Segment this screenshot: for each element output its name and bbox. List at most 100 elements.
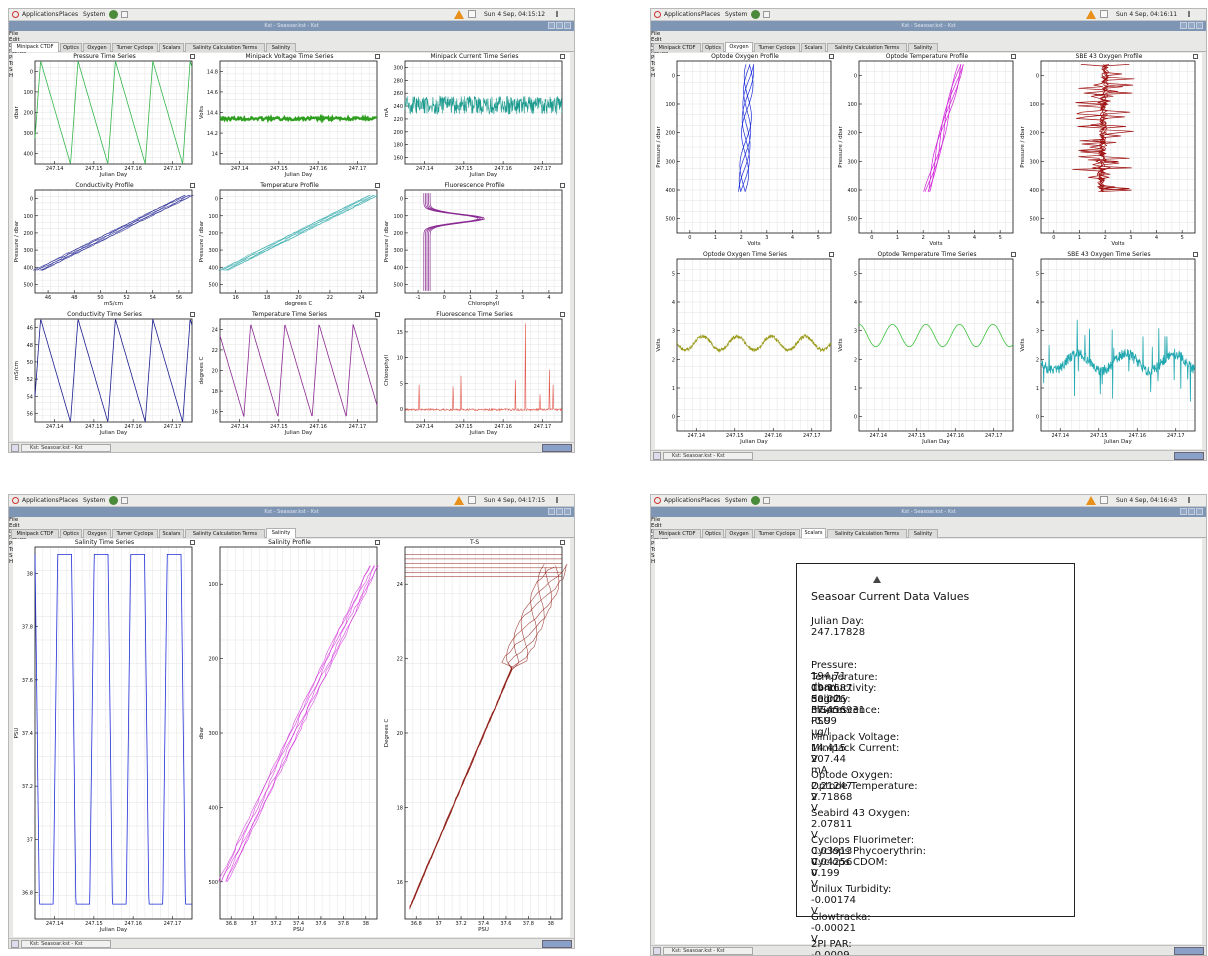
update-warning-icon[interactable] xyxy=(1086,10,1096,19)
plot-menu-box[interactable] xyxy=(190,540,195,545)
plot-menu-box[interactable] xyxy=(560,54,565,59)
tab-turner-cyclops[interactable]: Turner Cyclops xyxy=(112,43,158,52)
plot-menu-box[interactable] xyxy=(829,252,834,257)
applications-menu[interactable]: Applications xyxy=(22,11,59,18)
minimize-window-button[interactable] xyxy=(548,22,555,29)
plot-temperature-profile[interactable]: Temperature Profile 16 18 20 22 24 0 100 200 300 4… xyxy=(198,182,381,309)
tab-salinity[interactable]: Salinity xyxy=(266,528,296,538)
update-warning-icon[interactable] xyxy=(454,496,464,505)
tab-scalars[interactable]: Scalars xyxy=(159,43,184,52)
plot-menu-box[interactable] xyxy=(190,183,195,188)
search-icon[interactable] xyxy=(1100,496,1108,504)
applications-icon[interactable] xyxy=(12,11,19,18)
tab-optics[interactable]: Optics xyxy=(702,43,724,52)
tab-turner-cyclops[interactable]: Turner Cyclops xyxy=(754,529,800,538)
applications-menu[interactable]: Applications xyxy=(22,497,59,504)
plot-menu-box[interactable] xyxy=(1193,54,1198,59)
menu-range[interactable]: Range xyxy=(9,49,27,55)
taskbar-window-button[interactable]: Kst: Seasoar.kst - Kst xyxy=(21,940,111,948)
plot-sbe-43-oxygen-profile[interactable]: SBE 43 Oxygen Profile 0 1 2 3 4 5 0 100 200 300 400… xyxy=(1019,53,1199,249)
search-icon[interactable] xyxy=(1100,10,1108,18)
minimize-window-button[interactable] xyxy=(548,508,555,515)
plot-t-s[interactable]: T-S 36.8 37 37.2 37.4 37.6 37.8 38 24 22 20 18 16 PSU… xyxy=(383,539,568,935)
tab-scalars[interactable]: Scalars xyxy=(801,43,826,52)
window-titlebar[interactable]: Kst - Seasoar.kst - Kst xyxy=(9,507,574,517)
search-icon[interactable] xyxy=(468,10,476,18)
plot-menu-box[interactable] xyxy=(375,54,380,59)
plot-salinity-time-series[interactable]: Salinity Time Series 247.14 247.15 247.16 24… xyxy=(13,539,196,935)
menu-file[interactable]: File xyxy=(9,517,19,523)
clock[interactable]: Sun 4 Sep, 04:16:11 xyxy=(1116,11,1178,18)
tab-salinity-calculation-terms[interactable]: Salinity Calculation Terms xyxy=(185,43,265,52)
plot-fluorescence-time-series[interactable]: Fluorescence Time Series 247.14 247.15 247.… xyxy=(383,311,566,438)
show-desktop-icon[interactable] xyxy=(11,940,19,948)
web-browser-icon[interactable] xyxy=(109,10,118,19)
plot-minipack-current-time-series[interactable]: Minipack Current Time Series 247.14 247.15… xyxy=(383,53,566,180)
menu-range[interactable]: Range xyxy=(651,535,669,541)
volume-icon[interactable] xyxy=(556,497,562,503)
tab-salinity[interactable]: Salinity xyxy=(908,43,938,52)
tab-oxygen[interactable]: Oxygen xyxy=(725,42,753,52)
plot-optode-oxygen-profile[interactable]: Optode Oxygen Profile 0 1 2 3 4 5 0 100 200 300 400… xyxy=(655,53,835,249)
applications-menu[interactable]: Applications xyxy=(664,11,701,18)
tab-minipack-ctdf[interactable]: Minipack CTDF xyxy=(653,529,701,538)
workspace-switcher[interactable] xyxy=(1174,452,1204,460)
menu-range[interactable]: Range xyxy=(9,535,27,541)
tab-minipack-ctdf[interactable]: Minipack CTDF xyxy=(11,42,59,52)
maximize-window-button[interactable] xyxy=(1188,508,1195,515)
minimize-window-button[interactable] xyxy=(1180,22,1187,29)
applications-icon[interactable] xyxy=(12,497,19,504)
tab-salinity[interactable]: Salinity xyxy=(266,43,296,52)
menu-edit[interactable]: Edit xyxy=(651,37,662,43)
plot-optode-temperature-time-series[interactable]: Optode Temperature Time Series 247.14 247.… xyxy=(837,251,1017,447)
home-icon[interactable] xyxy=(121,497,128,504)
places-menu[interactable]: Places xyxy=(701,11,721,18)
home-icon[interactable] xyxy=(763,11,770,18)
volume-icon[interactable] xyxy=(1188,497,1194,503)
tab-salinity-calculation-terms[interactable]: Salinity Calculation Terms xyxy=(827,529,907,538)
tab-minipack-ctdf[interactable]: Minipack CTDF xyxy=(11,529,59,538)
plot-menu-box[interactable] xyxy=(560,183,565,188)
close-window-button[interactable] xyxy=(564,508,571,515)
plot-optode-temperature-profile[interactable]: Optode Temperature Profile 0 1 2 3 4 5 0 100 200 3… xyxy=(837,53,1017,249)
clock[interactable]: Sun 4 Sep, 04:17:15 xyxy=(484,497,546,504)
taskbar-window-button[interactable]: Kst: Seasoar.kst - Kst xyxy=(663,452,753,460)
show-desktop-icon[interactable] xyxy=(653,947,661,955)
tab-turner-cyclops[interactable]: Turner Cyclops xyxy=(754,43,800,52)
plot-menu-box[interactable] xyxy=(1193,252,1198,257)
home-icon[interactable] xyxy=(763,497,770,504)
plot-fluorescence-profile[interactable]: Fluorescence Profile -1 0 1 2 3 4 0 100 200 300 400… xyxy=(383,182,566,309)
menu-range[interactable]: Range xyxy=(651,49,669,55)
tab-oxygen[interactable]: Oxygen xyxy=(725,529,753,538)
menu-file[interactable]: File xyxy=(9,31,19,37)
places-menu[interactable]: Places xyxy=(701,497,721,504)
plot-menu-box[interactable] xyxy=(560,540,565,545)
plot-conductivity-profile[interactable]: Conductivity Profile 46 48 50 52 54 56 0 100 200 3… xyxy=(13,182,196,309)
update-warning-icon[interactable] xyxy=(1086,496,1096,505)
window-titlebar[interactable]: Kst - Seasoar.kst - Kst xyxy=(9,21,574,31)
plot-menu-box[interactable] xyxy=(1011,252,1016,257)
maximize-window-button[interactable] xyxy=(1188,22,1195,29)
tab-salinity-calculation-terms[interactable]: Salinity Calculation Terms xyxy=(185,529,265,538)
tab-scalars[interactable]: Scalars xyxy=(159,529,184,538)
taskbar-window-button[interactable]: Kst: Seasoar.kst - Kst xyxy=(663,947,753,955)
tab-optics[interactable]: Optics xyxy=(60,529,82,538)
tab-scalars[interactable]: Scalars xyxy=(801,528,826,538)
clock[interactable]: Sun 4 Sep, 04:15:12 xyxy=(484,11,546,18)
workspace-switcher[interactable] xyxy=(542,444,572,452)
system-menu[interactable]: System xyxy=(83,11,106,18)
plot-menu-box[interactable] xyxy=(375,183,380,188)
workspace-switcher[interactable] xyxy=(542,940,572,948)
taskbar-window-button[interactable]: Kst: Seasoar.kst - Kst xyxy=(21,444,111,452)
show-desktop-icon[interactable] xyxy=(11,444,19,452)
web-browser-icon[interactable] xyxy=(109,496,118,505)
plot-menu-box[interactable] xyxy=(190,54,195,59)
search-icon[interactable] xyxy=(468,496,476,504)
plot-optode-oxygen-time-series[interactable]: Optode Oxygen Time Series 247.14 247.15 247… xyxy=(655,251,835,447)
plot-menu-box[interactable] xyxy=(190,312,195,317)
plot-pressure-time-series[interactable]: Pressure Time Series 247.14 247.15 247.16 24… xyxy=(13,53,196,180)
tab-optics[interactable]: Optics xyxy=(60,43,82,52)
home-icon[interactable] xyxy=(121,11,128,18)
workspace-switcher[interactable] xyxy=(1174,947,1204,955)
close-window-button[interactable] xyxy=(1196,22,1203,29)
